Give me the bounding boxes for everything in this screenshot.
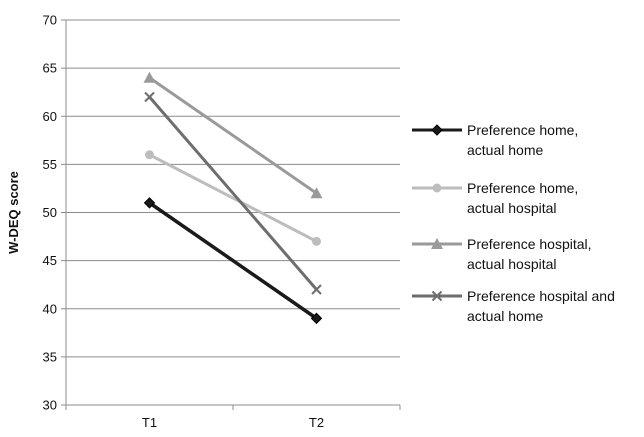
y-tick-label: 30 bbox=[43, 398, 57, 413]
legend-label: Preference home, bbox=[467, 180, 578, 196]
series-1 bbox=[143, 197, 323, 325]
legend-label: Preference home, bbox=[467, 122, 578, 138]
axis-labels: 30 35 40 45 50 55 60 65 70 T1 T2 W-DEQ score bbox=[6, 13, 324, 431]
series-line bbox=[148, 153, 318, 243]
series-4 bbox=[144, 91, 322, 295]
legend-swatch-marker bbox=[431, 238, 443, 249]
x-marker-stroke bbox=[311, 284, 322, 295]
legend-label: actual hospital bbox=[467, 200, 557, 216]
legend-label: actual hospital bbox=[467, 256, 557, 272]
series-2 bbox=[145, 150, 321, 246]
data-point bbox=[145, 150, 154, 160]
legend-item-4: Preference hospital and actual home bbox=[412, 288, 615, 324]
legend-item-1: Preference home, actual home bbox=[412, 122, 578, 158]
x-tick-label: T2 bbox=[309, 415, 324, 430]
legend-swatch-marker bbox=[431, 124, 443, 136]
x-tick-label: T1 bbox=[142, 415, 157, 430]
y-tick-label: 50 bbox=[43, 205, 57, 220]
legend-label: actual home bbox=[467, 308, 543, 324]
legend-label: actual home bbox=[467, 142, 543, 158]
y-tick-label: 35 bbox=[43, 349, 57, 364]
data-point bbox=[143, 197, 156, 209]
legend-label: Preference hospital and bbox=[467, 288, 615, 304]
data-point bbox=[312, 236, 321, 246]
y-tick-label: 70 bbox=[43, 13, 57, 28]
series-line bbox=[148, 96, 318, 291]
series-line bbox=[148, 201, 318, 320]
data-point bbox=[143, 71, 156, 83]
gridlines bbox=[66, 19, 400, 406]
legend-label: Preference hospital, bbox=[467, 236, 592, 252]
data-point bbox=[311, 284, 322, 295]
data-point bbox=[144, 91, 155, 103]
legend-swatch-marker bbox=[431, 290, 443, 302]
legend-item-2: Preference home, actual hospital bbox=[412, 180, 578, 216]
data-point bbox=[310, 187, 323, 199]
y-tick-label: 60 bbox=[43, 109, 57, 124]
y-tick-label: 45 bbox=[43, 253, 57, 268]
legend-item-3: Preference hospital, actual hospital bbox=[412, 236, 592, 272]
axes bbox=[61, 19, 401, 410]
series-lines bbox=[143, 71, 323, 325]
y-tick-label: 55 bbox=[43, 157, 57, 172]
legend-swatch-marker bbox=[432, 183, 442, 193]
series-3 bbox=[143, 71, 323, 199]
x-marker-stroke bbox=[431, 290, 443, 302]
x-marker-stroke bbox=[144, 91, 155, 103]
y-axis-title: W-DEQ score bbox=[6, 171, 21, 254]
series-line bbox=[148, 76, 318, 195]
y-tick-label: 40 bbox=[43, 301, 57, 316]
data-point bbox=[310, 312, 323, 325]
y-tick-label: 65 bbox=[43, 61, 57, 76]
